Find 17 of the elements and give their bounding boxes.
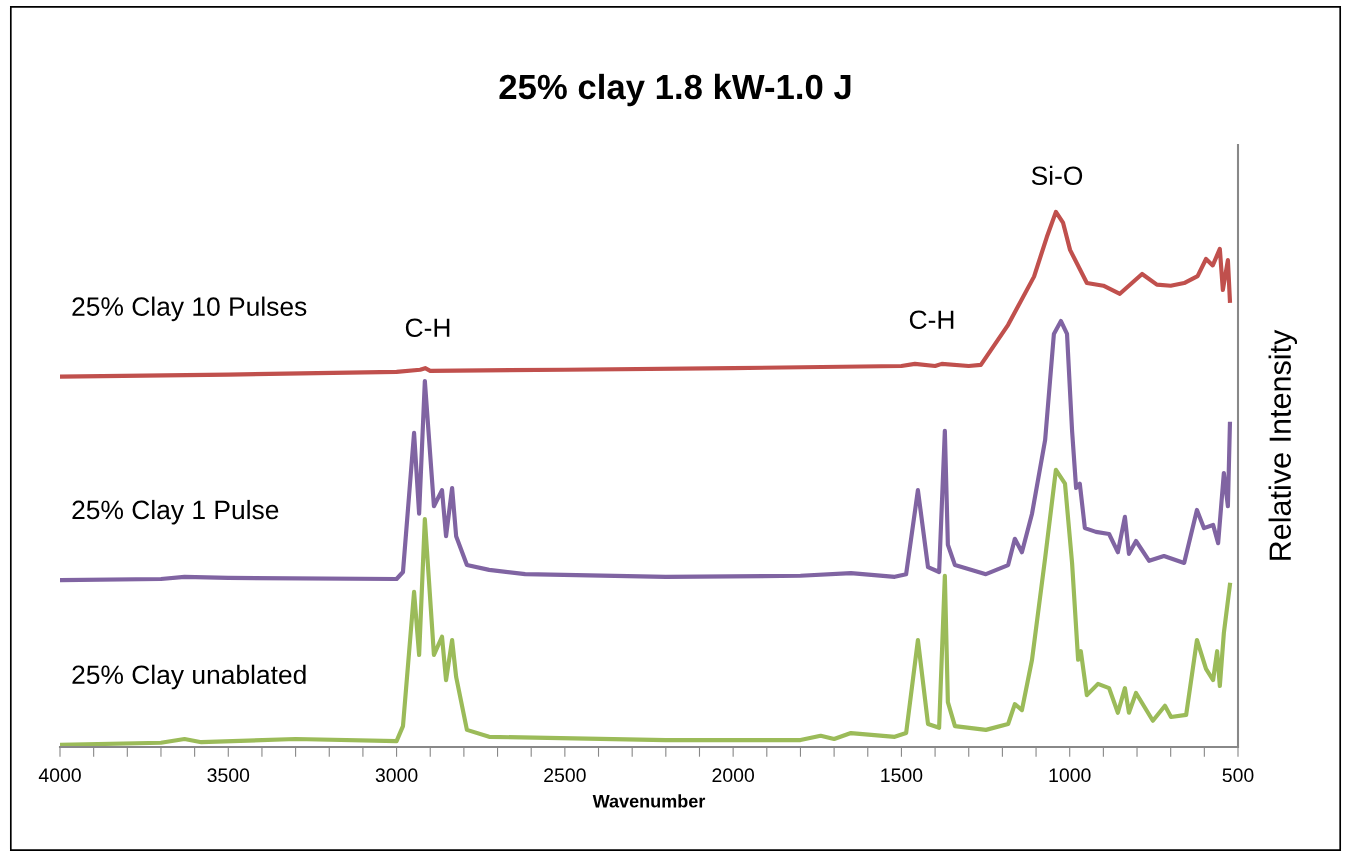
- x-tick-label: 500: [1222, 768, 1254, 783]
- annotation: C-H: [405, 318, 450, 338]
- series-label: 25% Clay 10 Pulses: [72, 296, 307, 322]
- y-axis-title: Relative Intensity: [1268, 329, 1298, 560]
- x-tick-label: 3500: [207, 768, 250, 783]
- x-tick-label: 1500: [881, 768, 923, 783]
- x-axis-title: Wavenumber: [592, 794, 706, 808]
- x-tick-label: 2500: [544, 768, 586, 783]
- x-tick-label: 3000: [375, 768, 418, 783]
- x-tick-label: 1000: [1049, 768, 1091, 783]
- chart-title: 25% clay 1.8 kW-1.0 J: [499, 73, 851, 107]
- x-tick-label: 4000: [38, 768, 81, 783]
- text: 25% Clay 1 Pulse: [72, 499, 279, 525]
- series-label: 25% Clay unablated: [72, 664, 306, 690]
- x-tick-label: 2000: [712, 768, 755, 783]
- text: Si-O: [1031, 165, 1083, 186]
- annotation: C-H: [909, 310, 954, 330]
